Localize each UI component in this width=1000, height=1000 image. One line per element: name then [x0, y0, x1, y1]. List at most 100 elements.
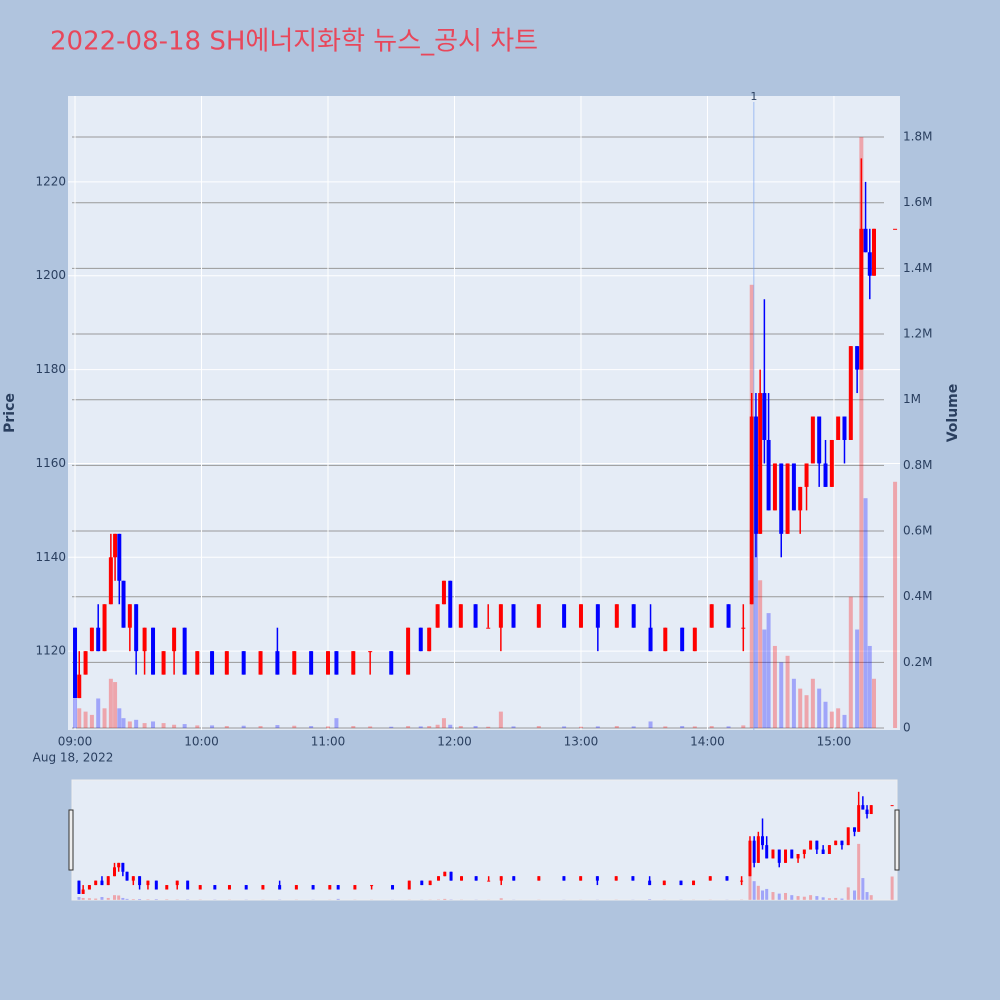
- candle-body: [741, 627, 746, 629]
- slider-handle-left[interactable]: [68, 809, 74, 871]
- slider-candle-body: [125, 871, 129, 881]
- candle-body: [127, 604, 132, 628]
- volume-bar: [709, 726, 714, 729]
- volume-bar: [418, 726, 423, 729]
- volume-bar: [823, 701, 828, 729]
- plot-area: [68, 96, 900, 730]
- y2-tick-label: 0.8M: [903, 458, 932, 472]
- slider-candle-body: [846, 827, 850, 846]
- x-tick-label: 10:00: [184, 735, 219, 749]
- volume-bar: [614, 726, 619, 729]
- slider-volume-bar: [861, 878, 865, 900]
- slider-volume-bar: [121, 897, 125, 900]
- volume-bar: [224, 726, 229, 729]
- candle-body: [151, 627, 156, 675]
- volume-bar: [772, 645, 777, 729]
- candle-body: [389, 651, 394, 675]
- candle-body: [872, 228, 876, 276]
- slider-volume-bar: [784, 892, 788, 900]
- candle-body: [458, 604, 463, 628]
- candle-body: [772, 463, 777, 511]
- slider-candle-body: [94, 880, 98, 886]
- volume-bar: [785, 655, 790, 729]
- slider-candle-body: [821, 849, 825, 854]
- range-slider[interactable]: [71, 779, 898, 901]
- candle-body: [817, 416, 822, 464]
- volume-bar: [810, 678, 815, 729]
- slider-candle-body: [437, 876, 441, 881]
- volume-bar: [275, 725, 280, 729]
- candle-body: [134, 604, 139, 652]
- x-tick-label: 15:00: [817, 735, 852, 749]
- volume-bar: [441, 718, 446, 729]
- candle-body: [102, 604, 107, 652]
- volume-bar: [498, 711, 503, 729]
- slider-candle-body: [865, 809, 869, 815]
- candle-body: [859, 228, 864, 370]
- candle-body: [785, 463, 790, 534]
- slider-volume-bar: [752, 881, 756, 900]
- slider-volume-bar: [106, 897, 110, 900]
- volume-bar: [96, 698, 101, 729]
- candle-body: [798, 486, 803, 511]
- slider-volume-bar: [499, 898, 503, 900]
- candle-body: [195, 651, 200, 675]
- volume-bar: [648, 721, 653, 729]
- candle-body: [836, 416, 841, 440]
- candle-body: [749, 416, 754, 605]
- slider-candle-body: [748, 840, 752, 877]
- volume-bar: [258, 726, 263, 729]
- volume-bar: [680, 726, 685, 729]
- slider-volume-bar: [857, 843, 861, 900]
- candle-body: [848, 346, 853, 440]
- candle-body: [680, 627, 685, 652]
- slider-volume-bar: [765, 888, 769, 900]
- candle-body: [351, 651, 356, 675]
- volume-bar: [595, 726, 600, 729]
- slider-candle-body: [81, 889, 85, 894]
- volume-bar: [798, 688, 803, 729]
- candle-body: [536, 604, 541, 628]
- candle-body: [73, 627, 78, 699]
- candle-body: [562, 604, 567, 628]
- slider-candle-body: [648, 880, 652, 886]
- slider-candle-body: [777, 849, 781, 863]
- candle-body: [511, 604, 516, 628]
- slider-candle-body: [100, 880, 104, 886]
- slider-candle-body: [106, 876, 110, 886]
- slider-candle-body: [857, 805, 861, 832]
- candle-body: [96, 627, 101, 652]
- volume-bar: [692, 726, 697, 729]
- candle-body: [113, 533, 118, 558]
- slider-candle-body: [815, 840, 819, 850]
- slider-handle-right[interactable]: [894, 809, 900, 871]
- slider-candle-body: [756, 836, 760, 863]
- slider-volume-bar: [125, 898, 129, 900]
- candle-body: [663, 627, 668, 652]
- volume-bar: [758, 580, 763, 729]
- volume-bar: [473, 726, 478, 729]
- slider-candle-body: [198, 885, 202, 890]
- slider-volume-bar: [117, 895, 121, 900]
- volume-bar: [117, 708, 122, 729]
- volume-bar: [872, 678, 876, 729]
- volume-bar: [368, 726, 373, 729]
- y2-tick-label: 1.4M: [903, 261, 932, 275]
- slider-candle-body: [614, 876, 618, 881]
- candle-body: [83, 651, 88, 675]
- volume-bar: [334, 718, 339, 729]
- slider-volume-bar: [865, 892, 869, 900]
- slider-volume-bar: [138, 899, 142, 900]
- volume-bar: [142, 723, 147, 729]
- slider-volume-bar: [131, 899, 135, 900]
- volume-bar: [210, 725, 215, 729]
- candle-body: [829, 439, 834, 487]
- volume-bar: [859, 137, 864, 729]
- slider-candle-body: [784, 849, 788, 863]
- slider-candle-body: [311, 885, 315, 890]
- news-label: 1: [750, 90, 757, 103]
- slider-volume-bar: [77, 897, 81, 900]
- slider-volume-bar: [771, 892, 775, 900]
- slider-candle-body: [809, 840, 813, 850]
